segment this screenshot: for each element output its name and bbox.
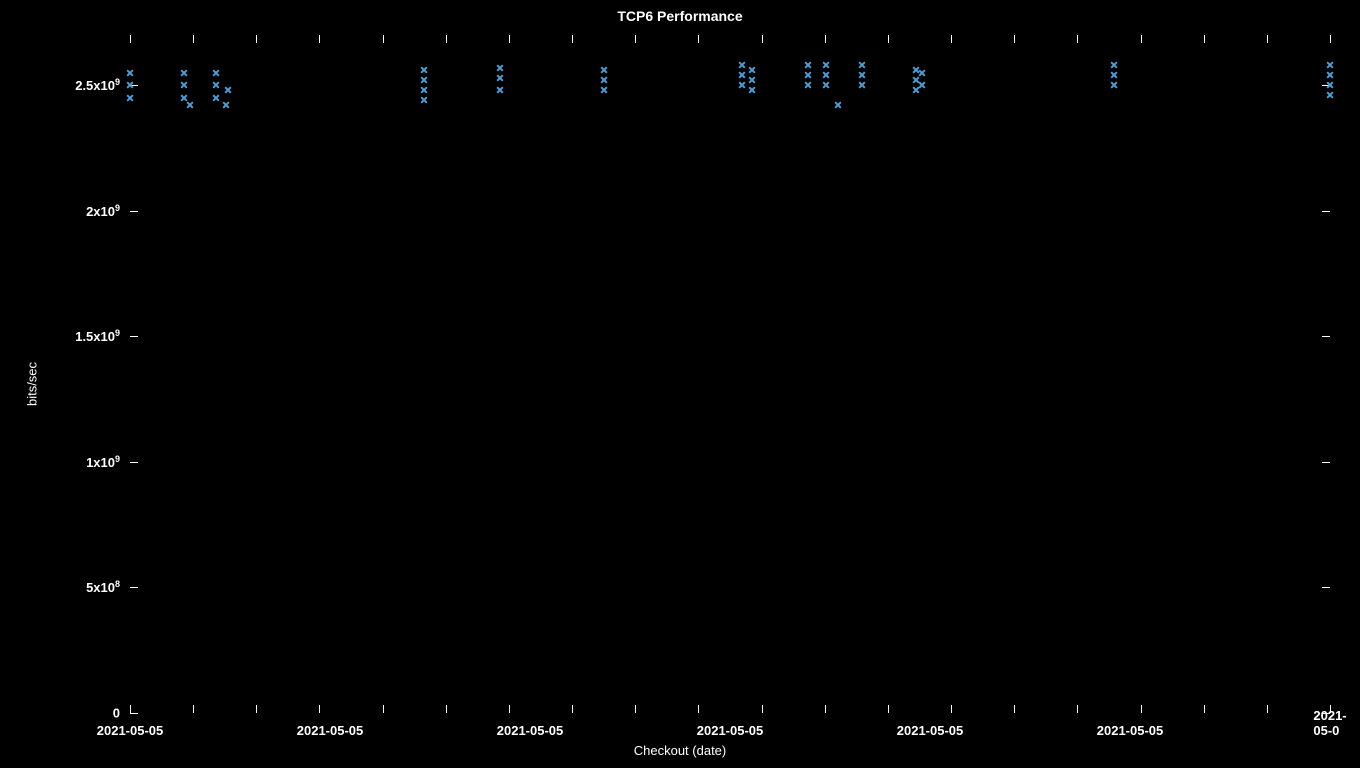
data-point [497,62,503,74]
x-tick-mark [1330,35,1331,43]
data-point [421,64,427,76]
x-tick-mark [383,705,384,713]
data-point [127,79,133,91]
plot-area: 05x1081x1091.5x1092x1092.5x1092021-05-05… [130,35,1330,713]
data-point [213,92,219,104]
y-tick-mark [130,713,138,714]
data-point [225,84,231,96]
x-tick-mark [698,705,699,713]
x-tick-mark [1330,705,1331,713]
x-tick-mark [256,35,257,43]
x-tick-mark [446,35,447,43]
x-tick-mark [1267,35,1268,43]
data-point [859,59,865,71]
x-tick-mark [951,705,952,713]
data-point [1327,89,1333,101]
data-point [919,67,925,79]
data-point [835,99,841,111]
y-axis-label: bits/sec [25,362,40,406]
data-point [1327,59,1333,71]
y-tick-label: 0 [25,706,120,721]
data-point [919,79,925,91]
y-tick-label: 1x109 [25,454,120,470]
y-tick-mark [1322,336,1330,337]
y-tick-label: 1.5x109 [25,328,120,344]
y-tick-label: 2.5x109 [25,77,120,93]
data-point [213,67,219,79]
y-tick-label: 5x108 [25,579,120,595]
x-tick-mark [825,35,826,43]
x-tick-mark [193,705,194,713]
tcp6-performance-chart: TCP6 Performance bits/sec Checkout (date… [0,0,1360,768]
x-tick-mark [1014,705,1015,713]
x-tick-mark [509,705,510,713]
x-tick-mark [319,705,320,713]
data-point [823,59,829,71]
chart-title: TCP6 Performance [617,8,742,24]
x-tick-label: 2021-05-05 [297,723,364,738]
y-tick-label: 2x109 [25,203,120,219]
x-tick-mark [1077,35,1078,43]
x-tick-label: 2021-05-05 [1097,723,1164,738]
x-axis-label: Checkout (date) [634,743,727,758]
data-point [187,99,193,111]
x-tick-mark [319,35,320,43]
data-point [1111,59,1117,71]
x-tick-label: 2021-05-05 [97,723,164,738]
data-point [127,67,133,79]
y-tick-mark [130,336,138,337]
x-tick-mark [1141,35,1142,43]
x-tick-mark [825,705,826,713]
x-tick-mark [572,705,573,713]
x-tick-label: 2021-05-05 [497,723,564,738]
y-tick-mark [130,211,138,212]
data-point [223,99,229,111]
data-point [739,59,745,71]
x-tick-mark [509,35,510,43]
y-tick-mark [1322,587,1330,588]
x-tick-mark [635,35,636,43]
x-tick-mark [193,35,194,43]
y-tick-mark [130,587,138,588]
x-tick-mark [1141,705,1142,713]
x-tick-mark [951,35,952,43]
data-point [181,67,187,79]
data-point [213,79,219,91]
x-tick-mark [1267,705,1268,713]
x-tick-mark [256,705,257,713]
data-point [127,92,133,104]
x-tick-mark [635,705,636,713]
x-tick-label: 2021-05-05 [697,723,764,738]
x-tick-mark [1077,705,1078,713]
x-tick-mark [383,35,384,43]
x-tick-label: 2021-05-05 [897,723,964,738]
x-tick-mark [888,35,889,43]
data-point [749,64,755,76]
data-point [805,59,811,71]
data-point [601,64,607,76]
x-tick-mark [572,35,573,43]
x-tick-mark [130,705,131,713]
x-tick-mark [1014,35,1015,43]
x-tick-mark [1204,705,1205,713]
x-tick-mark [762,705,763,713]
x-tick-mark [446,705,447,713]
data-point [497,84,503,96]
y-tick-mark [130,462,138,463]
y-tick-mark [1322,462,1330,463]
x-tick-mark [698,35,699,43]
data-point [421,94,427,106]
x-tick-mark [1204,35,1205,43]
y-tick-mark [1322,211,1330,212]
data-point [181,79,187,91]
x-tick-mark [888,705,889,713]
x-tick-mark [762,35,763,43]
x-tick-mark [130,35,131,43]
